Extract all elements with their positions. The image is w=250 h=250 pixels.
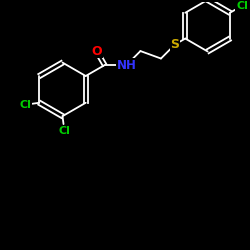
Text: O: O [91, 45, 102, 58]
Text: Cl: Cl [58, 126, 70, 136]
Text: NH: NH [116, 58, 136, 71]
Text: S: S [170, 38, 179, 51]
Text: Cl: Cl [236, 1, 248, 11]
Text: Cl: Cl [20, 100, 32, 110]
